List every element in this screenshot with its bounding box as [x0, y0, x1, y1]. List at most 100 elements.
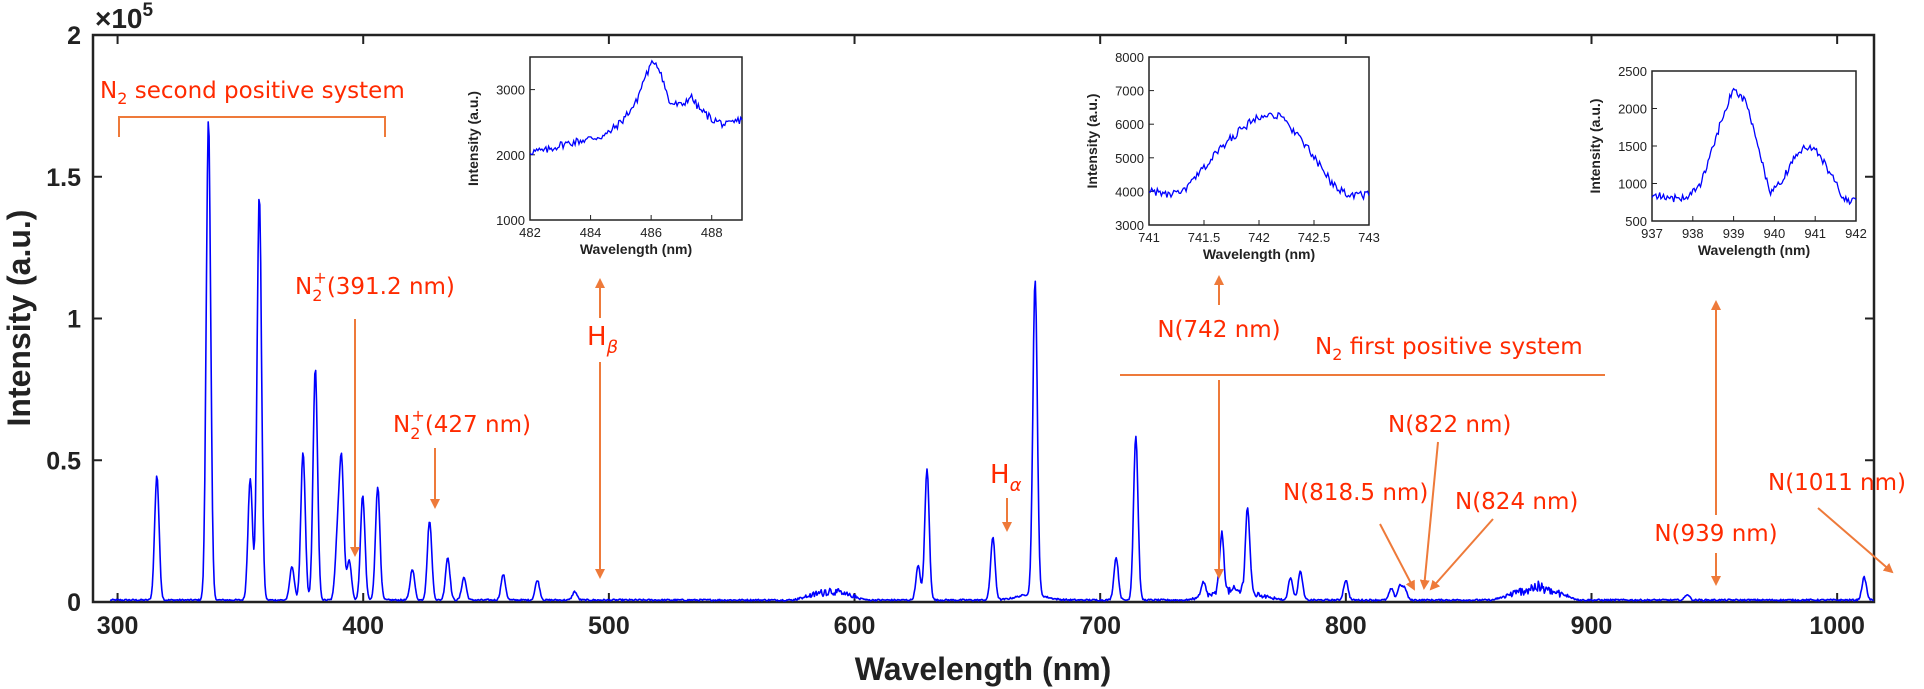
- halpha-label: Hα: [990, 460, 1022, 496]
- inset-x-tick-label: 941: [1804, 226, 1826, 241]
- hbeta-label: Hβ: [587, 322, 618, 358]
- x-tick-label: 400: [342, 612, 384, 640]
- y-axis-label: Intensity (a.u.): [1, 210, 37, 427]
- inset-y-tick-label: 8000: [1115, 50, 1144, 65]
- inset-y-tick-label: 6000: [1115, 117, 1144, 132]
- hbeta-base: H: [587, 322, 607, 352]
- inset-x-tick-label: 488: [701, 225, 723, 240]
- n2plus-391-sub: 2: [312, 286, 322, 305]
- spectrum-line: [109, 121, 1874, 602]
- inset-x-label: Wavelength (nm): [580, 241, 692, 257]
- inset-line: [1651, 87, 1857, 206]
- x-tick-label: 700: [1079, 612, 1121, 640]
- n822-label: N(822 nm): [1388, 412, 1511, 438]
- n2-first-base: N: [1315, 334, 1332, 360]
- n2-second-rest: second positive system: [127, 78, 404, 104]
- n2-second-base: N: [100, 78, 117, 104]
- x-axis-label: Wavelength (nm): [855, 651, 1112, 687]
- inset-x-tick-label: 486: [640, 225, 662, 240]
- inset-y-tick-label: 3000: [496, 83, 525, 98]
- n1011-label: N(1011 nm): [1768, 470, 1906, 496]
- x-tick-label: 900: [1571, 612, 1613, 640]
- n824-arrow: [1429, 518, 1494, 591]
- inset-y-tick-label: 4000: [1115, 184, 1144, 199]
- x-axis-ticks: 300 400 500 600 700 800 900 1000: [97, 35, 1865, 640]
- y-multiplier-base: ×10: [95, 3, 143, 34]
- y-tick-label: 2: [67, 22, 81, 50]
- n2plus-391-label: N2+(391.2 nm): [295, 268, 455, 305]
- inset-y-label: Intensity (a.u.): [1587, 99, 1603, 194]
- insets: 482 484 486 488 1000 2000 3000 Wavelength (nm) I…: [465, 50, 1867, 262]
- n2plus-391-sup: +: [313, 268, 326, 287]
- x-tick-label: 500: [588, 612, 630, 640]
- halpha-base: H: [990, 460, 1010, 490]
- n2plus-391-base: N: [295, 274, 312, 300]
- x-tick-label: 300: [97, 612, 139, 640]
- inset-line: [529, 59, 743, 156]
- inset-x-tick-label: 937: [1641, 226, 1663, 241]
- y-axis-ticks: 0 0.5 1 1.5 2: [46, 22, 1874, 617]
- inset-y-tick-label: 2500: [1618, 64, 1647, 79]
- n742-label: N(742 nm): [1157, 317, 1280, 343]
- hbeta-sub: β: [606, 337, 619, 358]
- n824-label: N(824 nm): [1455, 489, 1578, 515]
- plot-frame: [91, 33, 1876, 604]
- y-multiplier-exponent: 5: [143, 0, 154, 21]
- inset-x-tick-label: 741.5: [1188, 230, 1221, 245]
- inset-y-tick-label: 2000: [496, 148, 525, 163]
- n2-first-label: N2 first positive system: [1315, 334, 1583, 364]
- inset-y-tick-label: 1000: [496, 213, 525, 228]
- y-tick-label: 1.5: [46, 164, 81, 192]
- n2plus-427-rest: (427 nm): [425, 412, 531, 438]
- inset-y-tick-label: 5000: [1115, 151, 1144, 166]
- inset-n742: 741 741.5 742 742.5 743 3000 4000 5000 6000 7000 8…: [1084, 50, 1380, 262]
- inset-x-tick-label: 938: [1682, 226, 1704, 241]
- x-tick-label: 1000: [1809, 612, 1865, 640]
- n2plus-427-base: N: [393, 412, 410, 438]
- inset-x-label: Wavelength (nm): [1203, 246, 1315, 262]
- inset-y-tick-label: 500: [1625, 214, 1647, 229]
- n939-label: N(939 nm): [1654, 521, 1777, 547]
- n2plus-427-sub: 2: [410, 424, 420, 443]
- inset-x-tick-label: 939: [1723, 226, 1745, 241]
- inset-frame: [1148, 56, 1370, 226]
- inset-y-tick-label: 7000: [1115, 84, 1144, 99]
- x-tick-label: 600: [834, 612, 876, 640]
- n2-second-label: N2 second positive system: [100, 78, 405, 108]
- n2-second-sub: 2: [117, 89, 127, 108]
- n2plus-427-sup: +: [411, 406, 424, 425]
- inset-y-tick-label: 3000: [1115, 218, 1144, 233]
- inset-frame: [529, 56, 743, 221]
- x-tick-label: 800: [1325, 612, 1367, 640]
- y-tick-label: 0: [67, 589, 81, 617]
- n2plus-427-label: N2+(427 nm): [393, 406, 531, 443]
- n2-first-sub: 2: [1332, 345, 1342, 364]
- inset-y-tick-label: 1000: [1618, 177, 1647, 192]
- inset-y-tick-label: 1500: [1618, 139, 1647, 154]
- n2plus-391-rest: (391.2 nm): [327, 274, 455, 300]
- n2-first-rest: first positive system: [1342, 334, 1582, 360]
- inset-n939: 937 938 939 940 941 942 500 1000 1500 2000 2500 Wav…: [1587, 64, 1867, 258]
- y-tick-label: 0.5: [46, 447, 81, 475]
- inset-x-tick-label: 743: [1358, 230, 1380, 245]
- n818-label: N(818.5 nm): [1283, 480, 1428, 506]
- inset-y-label: Intensity (a.u.): [1084, 94, 1100, 189]
- inset-x-tick-label: 741: [1138, 230, 1160, 245]
- n1011-arrow: [1817, 507, 1894, 574]
- inset-y-tick-label: 2000: [1618, 102, 1647, 117]
- y-tick-label: 1: [67, 306, 81, 334]
- inset-line: [1148, 112, 1370, 201]
- n822-arrow: [1419, 441, 1439, 590]
- inset-x-label: Wavelength (nm): [1698, 242, 1810, 258]
- inset-x-tick-label: 484: [580, 225, 602, 240]
- inset-frame: [1651, 70, 1857, 222]
- inset-x-tick-label: 742.5: [1298, 230, 1331, 245]
- inset-x-tick-label: 942: [1845, 226, 1867, 241]
- inset-hbeta: 482 484 486 488 1000 2000 3000 Wavelength (nm) I…: [465, 56, 743, 257]
- inset-x-tick-label: 482: [519, 225, 541, 240]
- n818-arrow: [1379, 523, 1415, 591]
- inset-y-label: Intensity (a.u.): [465, 91, 481, 186]
- inset-x-tick-label: 940: [1764, 226, 1786, 241]
- inset-x-tick-label: 742: [1248, 230, 1270, 245]
